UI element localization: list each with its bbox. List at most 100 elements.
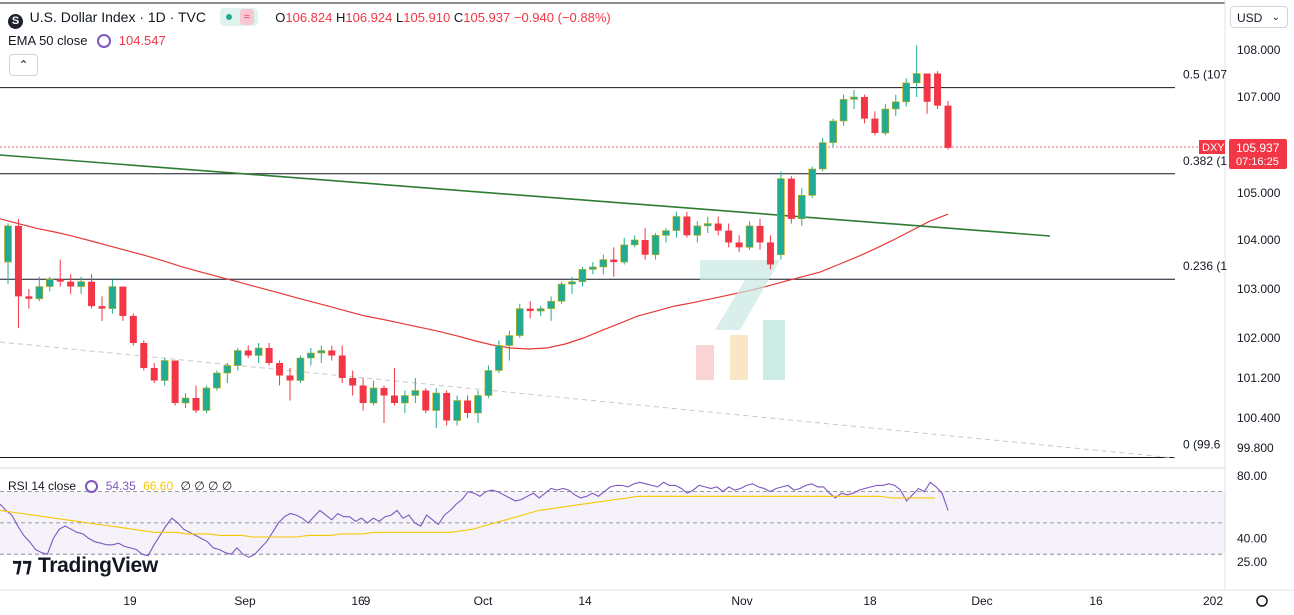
candle <box>871 118 879 133</box>
wave-icon: ≈ <box>239 9 254 25</box>
candle <box>119 286 127 316</box>
candle <box>589 266 597 270</box>
candle <box>515 308 524 336</box>
fib-label: 0.382 (1 <box>1183 154 1227 168</box>
candle <box>45 278 54 287</box>
candle <box>129 315 137 343</box>
candle <box>328 350 336 356</box>
price-tick-label: 99.800 <box>1237 441 1274 455</box>
candle <box>505 335 514 346</box>
ema-line <box>0 213 949 350</box>
candle <box>108 286 117 309</box>
candle <box>443 393 451 421</box>
candle <box>265 348 273 363</box>
ohlc-readout: O106.824 H106.924 L105.910 C105.937 −0.9… <box>275 10 611 25</box>
candle <box>276 363 284 376</box>
candle <box>787 178 795 219</box>
price-tick-label: 105.000 <box>1237 186 1281 200</box>
candle <box>818 142 827 170</box>
ema-label[interactable]: EMA 50 close <box>8 33 88 48</box>
candle <box>35 286 44 300</box>
candle <box>923 73 931 102</box>
ema-legend: EMA 50 close 104.547 <box>8 33 166 48</box>
candle <box>547 300 555 309</box>
candle <box>944 105 952 148</box>
candle <box>797 195 806 220</box>
chart-header: S U.S. Dollar Index · 1D · TVC ≈ O106.82… <box>8 8 611 29</box>
time-tick-label: 202 <box>1203 594 1223 608</box>
candle <box>599 259 608 268</box>
candle <box>390 395 398 403</box>
currency-select[interactable]: USD ⌄ <box>1230 6 1288 28</box>
candle <box>67 281 75 287</box>
candle <box>307 352 315 359</box>
rsi-tick-label: 40.00 <box>1237 532 1267 546</box>
candle <box>620 244 629 263</box>
candle <box>150 368 158 381</box>
time-tick-label: 14 <box>578 594 592 608</box>
candle <box>850 96 858 100</box>
candle <box>464 400 472 413</box>
price-tick-label: 101.200 <box>1237 371 1281 385</box>
time-tick-label: Dec <box>971 594 992 608</box>
price-tick-label: 103.000 <box>1237 282 1281 296</box>
time-tick-label: Oct <box>474 594 493 608</box>
symbol-title[interactable]: U.S. Dollar Index · 1D · TVC <box>29 9 206 25</box>
last-price-badge-bg <box>1229 139 1287 169</box>
time-tick-label: Nov <box>731 594 752 608</box>
candle <box>244 350 252 356</box>
candle <box>526 308 534 312</box>
fib-label: 0.5 (107 <box>1183 68 1227 82</box>
rsi-label[interactable]: RSI 14 close <box>8 479 77 493</box>
candle <box>411 390 420 396</box>
candle <box>25 296 33 299</box>
collapse-legend-button[interactable]: ⌃ <box>9 54 38 76</box>
candle <box>693 225 702 236</box>
rsi-panel <box>0 481 1225 558</box>
candle <box>484 370 493 396</box>
countdown-value: 07:16:25 <box>1236 156 1279 168</box>
candle <box>77 281 85 287</box>
candle <box>317 350 326 354</box>
ema-line-path <box>0 213 949 350</box>
candle <box>495 345 503 371</box>
candle <box>181 397 190 404</box>
candle <box>672 216 681 231</box>
candle <box>745 225 754 248</box>
market-status-pill[interactable]: ≈ <box>219 8 258 26</box>
candle <box>808 168 817 196</box>
candle <box>338 355 346 378</box>
ema-settings-icon[interactable] <box>97 34 112 48</box>
settings-gear-icon[interactable] <box>1256 595 1268 607</box>
rsi-extra: ∅ ∅ ∅ ∅ <box>180 479 233 493</box>
candle <box>453 400 461 421</box>
candle <box>651 235 660 256</box>
chevron-up-icon: ⌃ <box>18 58 29 72</box>
candle <box>766 242 774 265</box>
candle <box>881 108 890 134</box>
candles <box>4 45 952 428</box>
candle <box>777 178 785 256</box>
candle <box>233 350 242 366</box>
candle <box>369 387 378 404</box>
rsi-settings-icon[interactable] <box>85 480 99 493</box>
candle <box>401 395 409 404</box>
candle <box>829 120 837 143</box>
rsi-tick-label: 80.00 <box>1237 469 1267 483</box>
rsi-value: 54.35 <box>105 479 136 493</box>
candle <box>902 82 911 103</box>
dashed-trendline <box>0 341 1176 459</box>
candle <box>296 357 305 381</box>
candle <box>171 360 179 403</box>
candle <box>380 388 388 396</box>
candle <box>557 283 566 302</box>
chevron-down-icon: ⌄ <box>1271 12 1280 23</box>
candle <box>432 392 441 411</box>
tradingview-logo-icon: ⁊⁊ <box>12 555 32 577</box>
candle <box>578 269 587 282</box>
fib-label: 0.236 (1 <box>1183 259 1227 273</box>
candle <box>56 279 64 282</box>
candle <box>286 375 294 381</box>
time-tick-label: 19 <box>123 594 137 608</box>
